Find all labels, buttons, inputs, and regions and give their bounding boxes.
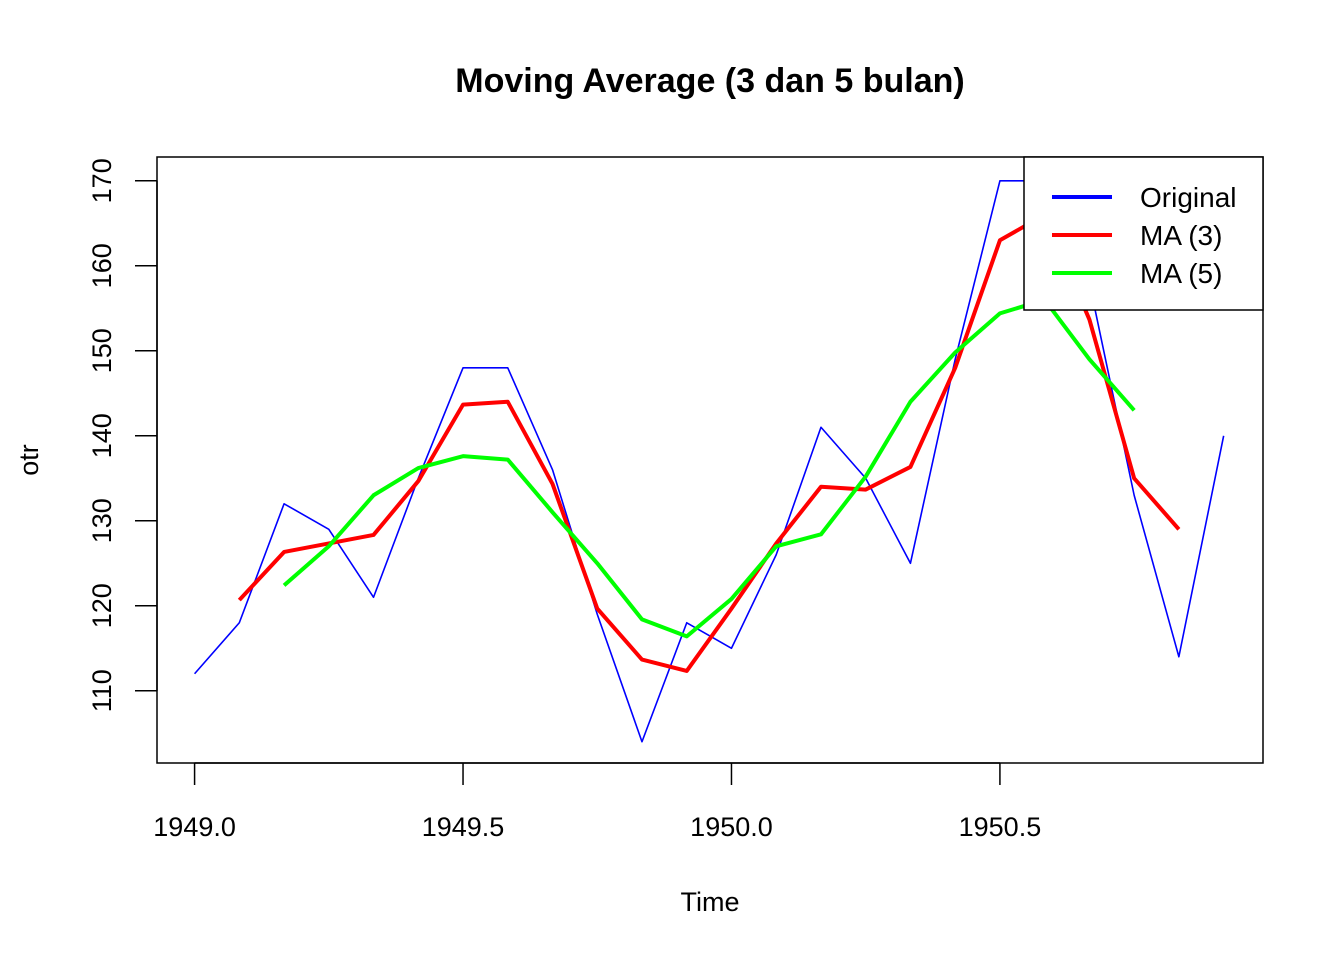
series-0-point: [908, 561, 913, 566]
series-2-point: [953, 350, 958, 355]
series-1-point: [550, 481, 555, 486]
y-axis: 110 120 130 140 150 160 170: [87, 158, 158, 712]
series-1-point: [684, 668, 689, 673]
series-2-point: [908, 399, 913, 404]
x-tick-label: 1950.0: [690, 812, 773, 842]
legend: Original MA (3) MA (5): [1023, 156, 1264, 311]
series-2-point: [729, 596, 734, 601]
y-axis-label: otr: [14, 444, 44, 476]
series-0-point: [505, 365, 510, 370]
series-2-point: [684, 634, 689, 639]
series-1-point: [639, 657, 644, 662]
y-tick-label: 170: [87, 158, 117, 203]
chart-title: Moving Average (3 dan 5 bulan): [455, 62, 964, 100]
x-tick-label: 1949.0: [153, 812, 236, 842]
series-2-point: [371, 493, 376, 498]
y-tick-label: 150: [87, 328, 117, 373]
series-1-point: [997, 238, 1002, 243]
series-2-point: [774, 544, 779, 549]
series-1-point: [371, 532, 376, 537]
series-1-point: [953, 365, 958, 370]
series-0-point: [192, 671, 197, 676]
series-2-point: [550, 510, 555, 515]
series-1-point: [282, 549, 287, 554]
series-1-point: [595, 606, 600, 611]
series-0-point: [371, 595, 376, 600]
series-2-point: [505, 457, 510, 462]
series-2-point: [639, 617, 644, 622]
series-0-point: [461, 365, 466, 370]
series-2-point: [863, 474, 868, 479]
x-tick-label: 1949.5: [422, 812, 505, 842]
series-1-point: [818, 484, 823, 489]
series-line-1: [237, 212, 1181, 673]
x-tick-label: 1950.5: [959, 812, 1042, 842]
series-0-point: [1176, 654, 1181, 659]
series-2-point: [326, 544, 331, 549]
series-0-point: [997, 178, 1002, 183]
y-tick-label: 130: [87, 498, 117, 543]
series-1-point: [1132, 476, 1137, 481]
series-0-point: [729, 646, 734, 651]
series-1-point: [1087, 317, 1092, 322]
series-0-point: [550, 467, 555, 472]
series-1-point: [461, 402, 466, 407]
series-1-point: [729, 606, 734, 611]
series-0-point: [237, 620, 242, 625]
series-2-point: [416, 466, 421, 471]
series-2-point: [461, 454, 466, 459]
legend-label-1: MA (3): [1140, 220, 1222, 251]
series-line-2: [282, 297, 1136, 639]
series-0-point: [818, 425, 823, 430]
series-0-point: [774, 552, 779, 557]
series-0-point: [639, 739, 644, 744]
y-tick-label: 110: [87, 669, 117, 712]
y-tick-label: 140: [87, 413, 117, 458]
x-axis: 1949.0 1949.5 1950.0 1950.5: [153, 762, 1042, 842]
series-0-point: [1221, 433, 1226, 438]
series-1-point: [908, 464, 913, 469]
legend-label-2: MA (5): [1140, 258, 1222, 289]
series-0-point: [326, 527, 331, 532]
y-tick-label: 120: [87, 583, 117, 628]
series-2-point: [1087, 357, 1092, 362]
x-axis-label: Time: [681, 887, 740, 917]
series-1-point: [1176, 527, 1181, 532]
y-tick-label: 160: [87, 243, 117, 288]
series-0-point: [1132, 493, 1137, 498]
series-1-point: [505, 399, 510, 404]
series-1-point: [416, 479, 421, 484]
series-1-point: [237, 598, 242, 603]
series-0-point: [282, 501, 287, 506]
series-0-point: [684, 620, 689, 625]
series-2-point: [1132, 408, 1137, 413]
series-1-point: [863, 487, 868, 492]
series-2-point: [282, 583, 287, 588]
series-2-point: [997, 311, 1002, 316]
series-2-point: [595, 561, 600, 566]
series-2-point: [818, 532, 823, 537]
legend-label-0: Original: [1140, 182, 1236, 213]
